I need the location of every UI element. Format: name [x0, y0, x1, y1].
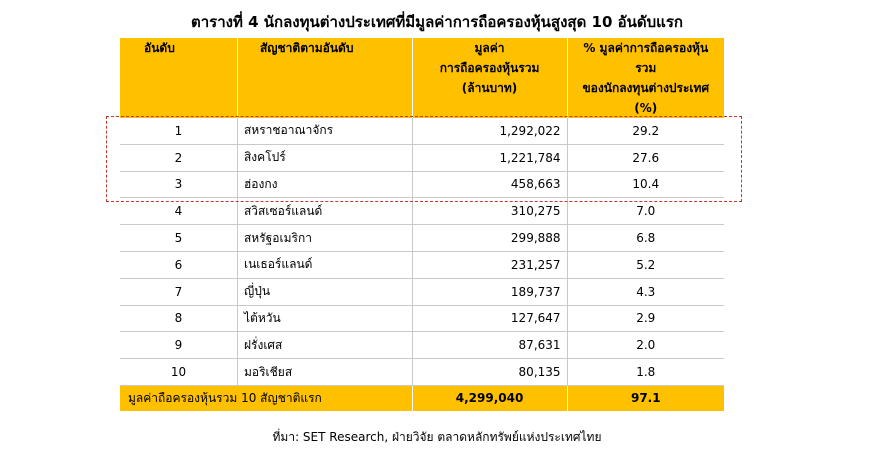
- pct-cell: 2.0: [567, 331, 724, 360]
- table-row: 4 สวิสเซอร์แลนด์ 310,275 7.0: [120, 197, 724, 226]
- table-row: 8 ไต้หวัน 127,647 2.9: [120, 305, 724, 333]
- source-note: ที่มา: SET Research, ฝ่ายวิจัย ตลาดหลักท…: [272, 430, 602, 444]
- header-value: มูลค่า การถือครองหุ้นรวม (ล้านบาท): [412, 38, 568, 118]
- table-row: 10 มอริเชียส 80,135 1.8: [120, 358, 724, 386]
- country-cell: สิงคโปร์: [237, 144, 413, 172]
- rank-cell: 6: [120, 251, 238, 279]
- pct-cell: 1.8: [567, 358, 724, 386]
- value-cell: 1,221,784: [412, 144, 568, 172]
- table-row: 2 สิงคโปร์ 1,221,784 27.6: [120, 144, 724, 172]
- country-cell: ไต้หวัน: [237, 305, 413, 333]
- foreign-investor-table: อันดับ สัญชาติตามอันดับ มูลค่า การถือครอ…: [120, 38, 724, 411]
- rank-cell: 3: [120, 171, 238, 199]
- header-country: สัญชาติตามอันดับ: [237, 38, 413, 118]
- value-cell: 1,292,022: [412, 118, 568, 145]
- table-row: 3 ฮ่องกง 458,663 10.4: [120, 171, 724, 199]
- header-pct-line-2: ของนักลงทุนต่างประเทศ: [582, 81, 710, 95]
- table-title: ตารางที่ 4 นักลงทุนต่างประเทศที่มีมูลค่า…: [191, 13, 683, 31]
- header-rank: อันดับ: [120, 38, 238, 118]
- country-cell: ญี่ปุ่น: [237, 278, 413, 306]
- country-cell: ฝรั่งเศส: [237, 331, 413, 360]
- header-value-line-1: มูลค่า: [474, 41, 505, 55]
- total-value: 4,299,040: [412, 385, 568, 411]
- rank-cell: 8: [120, 305, 238, 333]
- rank-cell: 5: [120, 224, 238, 252]
- value-cell: 299,888: [412, 224, 568, 252]
- table-row: 5 สหรัฐอเมริกา 299,888 6.8: [120, 224, 724, 252]
- table-row: 6 เนเธอร์แลนด์ 231,257 5.2: [120, 251, 724, 279]
- table-row: 9 ฝรั่งเศส 87,631 2.0: [120, 331, 724, 360]
- rank-cell: 10: [120, 358, 238, 386]
- country-cell: เนเธอร์แลนด์: [237, 251, 413, 279]
- country-cell: สหรัฐอเมริกา: [237, 224, 413, 252]
- pct-cell: 7.0: [567, 197, 724, 226]
- value-cell: 80,135: [412, 358, 568, 386]
- header-pct-line-3: (%): [634, 101, 658, 115]
- pct-cell: 4.3: [567, 278, 724, 306]
- pct-cell: 10.4: [567, 171, 724, 199]
- total-pct: 97.1: [567, 385, 724, 411]
- table-row: 1 สหราชอาณาจักร 1,292,022 29.2: [120, 118, 724, 145]
- rank-cell: 4: [120, 197, 238, 226]
- total-label: มูลค่าถือครองหุ้นรวม 10 สัญชาติแรก: [120, 385, 413, 411]
- rank-cell: 9: [120, 331, 238, 360]
- value-cell: 310,275: [412, 197, 568, 226]
- value-cell: 231,257: [412, 251, 568, 279]
- pct-cell: 6.8: [567, 224, 724, 252]
- table-row: 7 ญี่ปุ่น 189,737 4.3: [120, 278, 724, 306]
- pct-cell: 27.6: [567, 144, 724, 172]
- header-pct: % มูลค่าการถือครองหุ้นรวม ของนักลงทุนต่า…: [567, 38, 724, 118]
- value-cell: 87,631: [412, 331, 568, 360]
- rank-cell: 7: [120, 278, 238, 306]
- value-cell: 127,647: [412, 305, 568, 333]
- pct-cell: 5.2: [567, 251, 724, 279]
- pct-cell: 2.9: [567, 305, 724, 333]
- country-cell: ฮ่องกง: [237, 171, 413, 199]
- country-cell: สวิสเซอร์แลนด์: [237, 197, 413, 226]
- rank-cell: 2: [120, 144, 238, 172]
- value-cell: 189,737: [412, 278, 568, 306]
- header-value-line-3: (ล้านบาท): [461, 81, 518, 95]
- header-value-line-2: การถือครองหุ้นรวม: [439, 61, 540, 75]
- country-cell: มอริเชียส: [237, 358, 413, 386]
- pct-cell: 29.2: [567, 118, 724, 145]
- header-pct-line-1: % มูลค่าการถือครองหุ้นรวม: [583, 41, 709, 75]
- country-cell: สหราชอาณาจักร: [237, 118, 413, 145]
- total-row: มูลค่าถือครองหุ้นรวม 10 สัญชาติแรก 4,299…: [120, 385, 724, 411]
- table-header-row: อันดับ สัญชาติตามอันดับ มูลค่า การถือครอ…: [120, 38, 724, 118]
- value-cell: 458,663: [412, 171, 568, 199]
- rank-cell: 1: [120, 118, 238, 145]
